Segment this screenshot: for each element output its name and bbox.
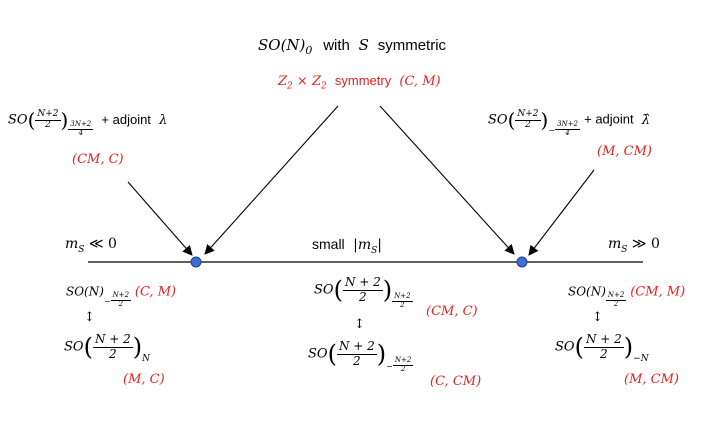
title-subscript: 0: [305, 44, 313, 57]
right-top-so: SO: [488, 112, 508, 128]
bm-line1-so: SO: [314, 282, 334, 298]
symmetry-z2: Z: [311, 74, 322, 89]
title-s-symbol: S: [358, 36, 369, 54]
right-top-theory: SO(N+2 2)− 3N+2 4 + adjoint λ̂: [488, 108, 651, 137]
axis-right-m: m: [608, 236, 622, 252]
arrow-right-top-to-right-point: [528, 169, 595, 256]
bottom-mid-arrow: ↕: [354, 317, 365, 332]
left-top-level-num: 3N+2: [68, 119, 94, 130]
bottom-mid-line2-pair: (C, CM): [430, 374, 482, 389]
symmetry-word: symmetry: [334, 73, 392, 88]
axis-right-label: mS ≫ 0: [608, 236, 660, 255]
bl-line2-den: 2: [109, 346, 117, 361]
bottom-left-line2: SO(N + 2 2)N: [64, 332, 151, 364]
bottom-mid-line2: SO(N + 2 2)− N+2 2: [308, 339, 414, 373]
bottom-left-arrow: ↕: [84, 310, 95, 325]
br-line1-level-den: 2: [613, 299, 619, 308]
arrow-top-to-right-point: [379, 105, 515, 255]
axis-mid-label: small |mS|: [312, 236, 382, 256]
axis-mid-small: small: [312, 236, 345, 252]
bm-line2-level-sign: −: [386, 361, 393, 371]
right-top-level-num: 3N+2: [555, 119, 580, 130]
arrow-top-to-left-point: [204, 105, 339, 255]
symmetry-sub2: 2: [321, 81, 327, 92]
bl-line1-pair: (C, M): [134, 284, 177, 300]
bm-line2-num: N + 2: [336, 339, 377, 355]
left-top-lambda: λ: [159, 112, 168, 128]
bl-line2-level: N: [142, 353, 151, 364]
br-line1-level-num: N+2: [605, 291, 627, 301]
symmetry-z1: Z: [278, 74, 288, 89]
right-top-lambda-hat: λ̂: [641, 112, 651, 128]
bottom-right-line2-pair: (M, CM): [624, 372, 679, 387]
br-line2-den: 2: [600, 346, 608, 361]
bm-line2-level-num: N+2: [392, 355, 414, 366]
axis-right-relation: ≫ 0: [631, 236, 660, 252]
bm-line1-den: 2: [359, 289, 367, 304]
left-transition-point: [190, 256, 202, 268]
axis-mid-close: |: [377, 237, 383, 253]
br-line2-num: N + 2: [583, 332, 624, 348]
bl-line1-level-sign: −: [103, 296, 111, 306]
bl-line1-level-num: N+2: [110, 291, 132, 301]
top-title: SO(N)0 with S symmetric: [258, 36, 446, 57]
left-top-adjoint: + adjoint: [101, 111, 151, 127]
left-top-frac-num: N+2: [35, 108, 61, 121]
axis-left-label: mS ≪ 0: [65, 236, 117, 255]
left-top-pair: (CM, C): [72, 152, 124, 167]
symmetry-pair: (C, M): [399, 74, 441, 89]
symmetry-times: ×: [296, 74, 308, 89]
bm-line1-level-den: 2: [400, 300, 405, 309]
bm-line2-den: 2: [353, 353, 361, 368]
br-line2-level: −N: [633, 353, 649, 364]
bl-line1-level-den: 2: [118, 299, 124, 308]
symmetry-sub1: 2: [287, 81, 293, 92]
arrow-left-top-to-left-point: [127, 181, 193, 256]
bm-line1-num: N + 2: [342, 275, 383, 291]
right-top-level-den: 4: [565, 128, 570, 137]
left-top-so: SO: [8, 112, 28, 128]
bottom-right-line2: SO(N + 2 2)−N: [555, 332, 649, 364]
axis-left-sub: S: [78, 244, 85, 255]
br-line1-pair: (CM, M): [630, 284, 686, 300]
right-top-pair: (M, CM): [597, 144, 652, 159]
symmetry-label: Z2 × Z2 symmetry (C, M): [278, 73, 441, 92]
bottom-left-line1: SO(N)− N+2 2 (C, M): [66, 284, 177, 308]
bl-line1-so: SO(N): [66, 284, 104, 299]
title-symmetric: symmetric: [377, 37, 447, 54]
right-top-frac-num: N+2: [515, 108, 541, 121]
axis-right-sub: S: [621, 244, 628, 255]
bl-line2-num: N + 2: [92, 332, 133, 348]
bl-line2-so: SO: [64, 339, 84, 355]
br-line2-so: SO: [555, 339, 575, 355]
right-top-level-sign: −: [548, 125, 556, 135]
title-with: with: [323, 37, 350, 54]
axis-mid-abs: |m: [353, 237, 372, 253]
axis-mid-sub: S: [371, 245, 378, 256]
right-transition-point: [516, 256, 528, 268]
bottom-right-line1: SO(N) N+2 2 (CM, M): [568, 284, 686, 308]
left-top-theory: SO(N+2 2) 3N+2 4 + adjoint λ: [8, 108, 168, 137]
bottom-mid-line1-pair: (CM, C): [426, 304, 478, 319]
left-top-level-den: 4: [78, 128, 84, 137]
bottom-right-arrow: ↕: [592, 310, 603, 325]
bm-line2-so: SO: [308, 346, 328, 362]
bm-line2-level-den: 2: [400, 364, 406, 373]
axis-left-relation: ≪ 0: [88, 236, 117, 252]
right-top-frac-den: 2: [525, 119, 531, 130]
br-line1-so: SO(N): [568, 284, 606, 299]
title-so-symbol: SO(N): [258, 36, 306, 54]
bottom-mid-line1: SO(N + 2 2) N+2 2: [314, 275, 413, 309]
left-top-frac-den: 2: [45, 119, 51, 130]
bm-line1-level-num: N+2: [392, 291, 413, 302]
right-top-adjoint: + adjoint: [584, 111, 634, 127]
bottom-left-line2-pair: (M, C): [123, 372, 165, 387]
axis-left-m: m: [65, 236, 79, 252]
